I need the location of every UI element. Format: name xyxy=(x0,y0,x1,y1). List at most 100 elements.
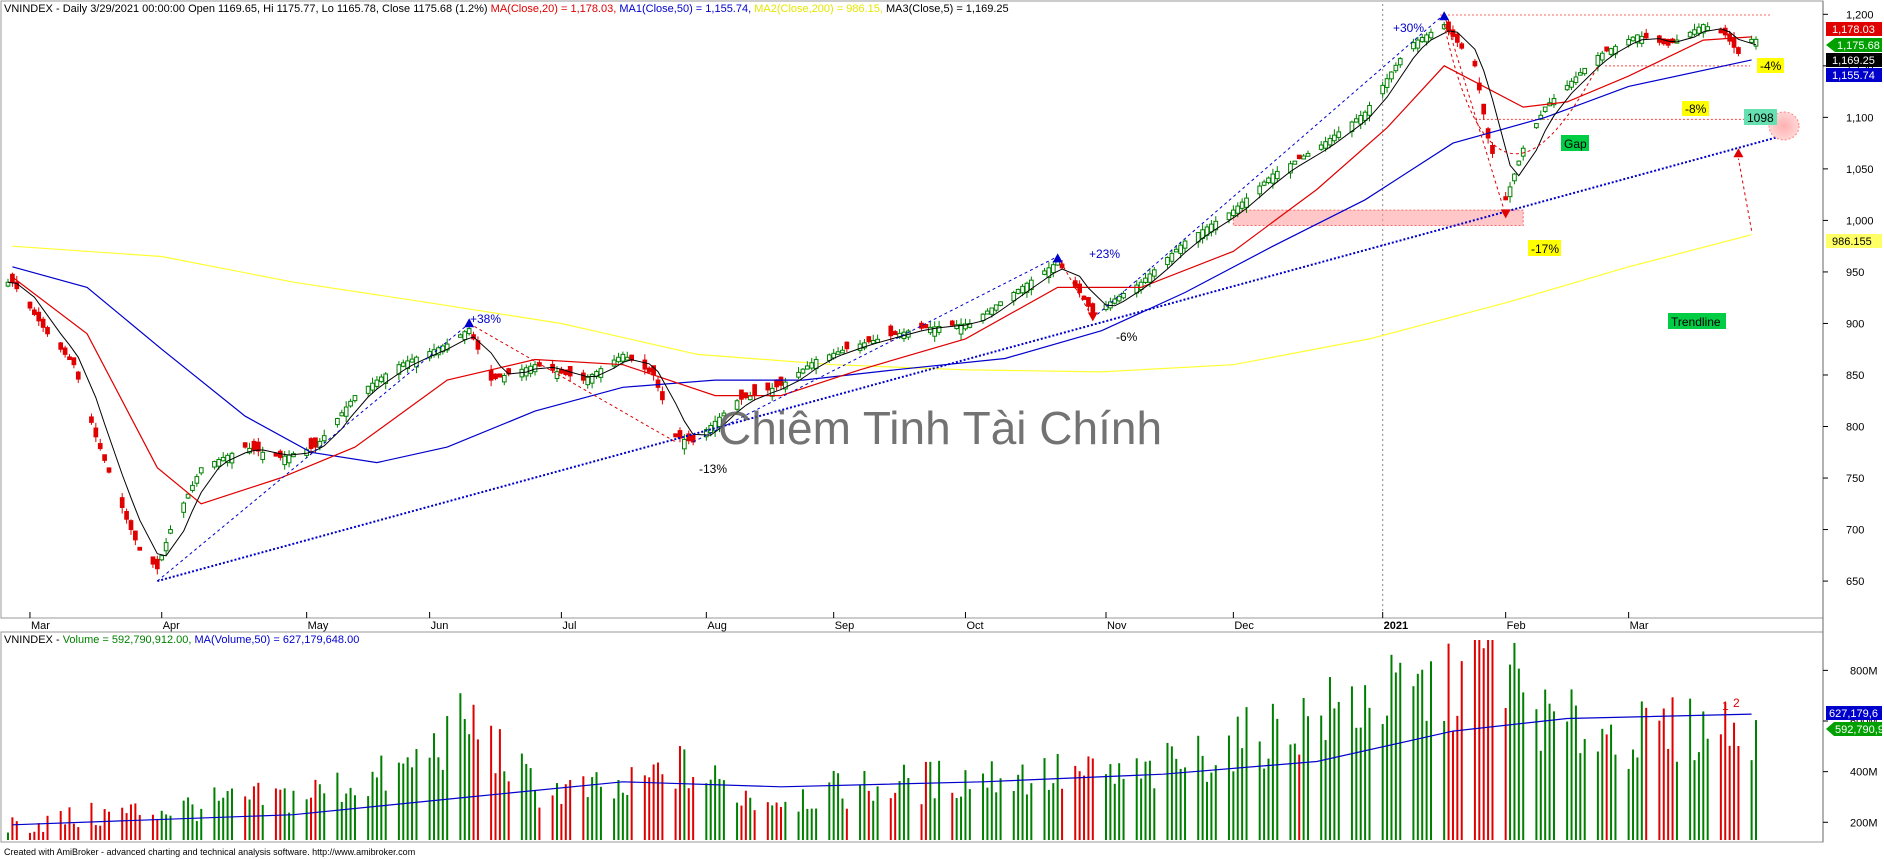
volume-bar xyxy=(77,827,80,840)
candle-body xyxy=(949,320,955,326)
volume-bar xyxy=(1118,763,1121,840)
candle-body xyxy=(256,441,261,452)
candle-body xyxy=(286,454,292,464)
volume-bar xyxy=(226,791,229,840)
candle-body xyxy=(1020,285,1025,294)
volume-bar xyxy=(397,762,400,840)
volume-bar xyxy=(753,810,756,840)
volume-bar xyxy=(503,771,506,840)
candle-body xyxy=(119,497,125,508)
volume-bar xyxy=(692,777,695,840)
volume-bar xyxy=(920,804,923,840)
candle-body xyxy=(1520,147,1526,157)
candle-body xyxy=(1534,123,1539,129)
volume-bar xyxy=(1509,664,1512,840)
volume-bar xyxy=(323,793,326,840)
volume-bar xyxy=(525,763,528,840)
candle-body xyxy=(40,318,46,328)
candle-body xyxy=(1165,257,1170,266)
candle-body xyxy=(198,467,204,474)
annotation-minus-13: -13% xyxy=(699,462,727,476)
volume-bar xyxy=(968,789,971,840)
volume-bar xyxy=(468,734,471,840)
moving-averages xyxy=(7,28,1757,557)
volume-bar xyxy=(613,798,616,840)
volume-bar xyxy=(648,777,651,840)
volume-bar xyxy=(1364,685,1367,840)
volume-bar xyxy=(1091,758,1094,840)
volume-bar xyxy=(274,788,277,840)
volume-bar xyxy=(314,779,317,840)
price-tick-label: 1,000 xyxy=(1846,215,1874,227)
volume-bar xyxy=(446,716,449,840)
volume-bar xyxy=(1552,711,1555,840)
volume-bar xyxy=(1614,754,1617,840)
volume-bar xyxy=(1245,707,1248,840)
candle-body xyxy=(1749,38,1754,43)
month-label: Sep xyxy=(835,620,855,632)
volume-bar xyxy=(1478,640,1481,840)
label-bg-minus-8 xyxy=(1682,101,1709,116)
volume-bar xyxy=(459,693,462,840)
volume-bar xyxy=(621,792,624,840)
volume-bar xyxy=(564,784,567,840)
candle-body xyxy=(1542,106,1548,112)
volume-bar xyxy=(714,765,717,840)
candle-body xyxy=(734,400,740,410)
volume-bar xyxy=(687,788,690,840)
price-tick-label: 700 xyxy=(1846,525,1864,537)
volume-bar xyxy=(125,813,128,840)
candle-body xyxy=(1428,31,1434,39)
candle-body xyxy=(581,372,586,381)
volume-bar xyxy=(1061,788,1064,840)
candle-body xyxy=(1573,76,1579,84)
volume-bar xyxy=(1289,744,1292,840)
volume-bar xyxy=(345,793,348,840)
ma5-line xyxy=(7,28,1757,557)
volume-ma50-line xyxy=(12,713,1752,826)
volume-bar xyxy=(1381,724,1384,840)
volume-bar xyxy=(1522,692,1525,840)
candle-body xyxy=(75,371,81,380)
volume-bar xyxy=(1412,686,1415,840)
volume-bar xyxy=(1610,724,1613,840)
candle-body xyxy=(616,356,621,363)
arrow-38 xyxy=(464,318,475,328)
volume-bar xyxy=(428,757,431,840)
candle-body xyxy=(32,309,37,315)
ma200-line xyxy=(12,234,1752,373)
candle-body xyxy=(765,382,771,391)
annotation-plus-23: +23% xyxy=(1089,247,1120,261)
candle-body xyxy=(897,332,902,338)
candle-body xyxy=(703,429,709,438)
candle-body xyxy=(1419,36,1425,43)
volume-bar xyxy=(872,800,875,840)
candle-body xyxy=(624,356,630,361)
volume-bar xyxy=(200,808,203,840)
candle-body xyxy=(124,511,129,520)
candle-body xyxy=(747,395,753,401)
volume-bar xyxy=(156,818,159,840)
volume-bar xyxy=(1645,707,1648,840)
price-tick-label: 850 xyxy=(1846,370,1864,382)
candle-body xyxy=(1490,144,1495,154)
candle-body xyxy=(1599,52,1605,61)
volume-bar xyxy=(859,785,862,840)
volume-bar xyxy=(595,772,598,840)
candle-body xyxy=(774,379,779,388)
candle-body xyxy=(611,359,617,367)
candle-body xyxy=(1705,26,1711,31)
volume-bar xyxy=(1733,722,1736,840)
volume-bar xyxy=(837,773,840,840)
volume-bar xyxy=(630,767,633,840)
volume-bar xyxy=(832,770,835,840)
candle-body xyxy=(1507,186,1513,198)
volume-bar xyxy=(806,808,809,840)
candle-body xyxy=(335,417,340,426)
volume-bar xyxy=(1276,718,1279,840)
candle-body xyxy=(150,556,156,565)
candle-body xyxy=(1226,212,1232,221)
volume-bar xyxy=(108,811,111,840)
volume-bar xyxy=(1025,794,1028,840)
candle-body xyxy=(1050,264,1056,274)
